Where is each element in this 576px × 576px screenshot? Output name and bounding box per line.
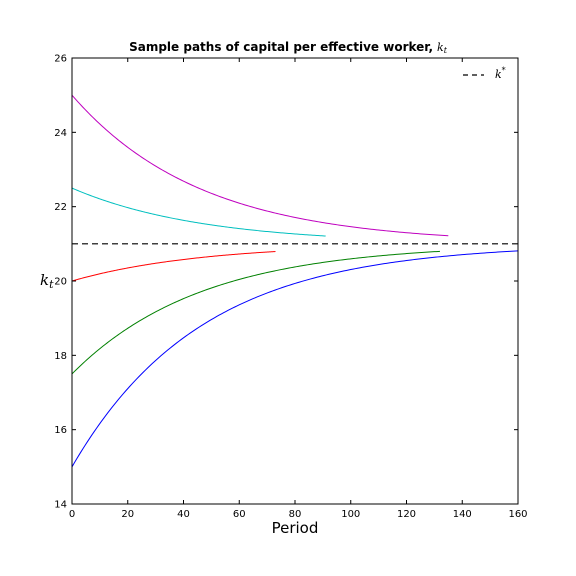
chart-title: Sample paths of capital per effective wo…: [129, 40, 448, 55]
y-tick-label-20: 20: [54, 277, 67, 288]
x-tick-label-40: 40: [177, 509, 190, 520]
x-tick-label-60: 60: [233, 509, 246, 520]
x-tick-label-140: 140: [453, 509, 472, 520]
series-line-5: [71, 94, 449, 237]
tick-layer: 0 20 40 60 80 100 120 140 160 14 16 18 20 22 24 26: [54, 54, 527, 521]
series-line-2: [71, 250, 440, 375]
y-tick-label-24: 24: [54, 128, 67, 139]
series-line-1: [71, 250, 519, 468]
y-axis-label: kt: [40, 271, 54, 291]
x-tick-label-120: 120: [397, 509, 416, 520]
series-layer: [71, 94, 519, 468]
x-tick-label-160: 160: [508, 509, 527, 520]
y-tick-label-16: 16: [54, 425, 67, 436]
plot-frame: [71, 57, 519, 505]
chart-title-symbol: kt: [437, 41, 448, 55]
x-tick-label-80: 80: [289, 509, 302, 520]
y-tick-label-18: 18: [54, 351, 67, 362]
x-axis-label: Period: [272, 519, 319, 537]
y-tick-label-14: 14: [54, 500, 67, 511]
legend-steady-state-label: k*: [495, 66, 506, 81]
x-tick-label-100: 100: [341, 509, 360, 520]
x-tick-label-0: 0: [69, 509, 75, 520]
series-line-3: [71, 251, 276, 282]
x-tick-label-20: 20: [121, 509, 134, 520]
series-line-4: [71, 187, 326, 237]
y-tick-label-22: 22: [54, 202, 67, 213]
legend: k*: [463, 66, 506, 81]
y-tick-label-26: 26: [54, 54, 67, 65]
